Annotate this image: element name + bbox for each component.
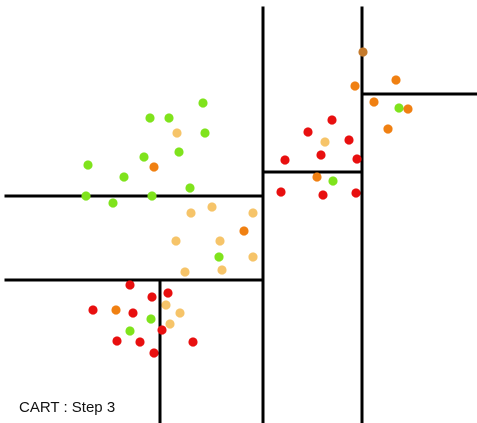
data-point-orange [369, 97, 379, 107]
data-point-brown [358, 47, 368, 57]
data-point-tan [165, 319, 175, 329]
data-point-green [145, 113, 155, 123]
data-point-red [344, 135, 354, 145]
data-point-tan [161, 300, 171, 310]
data-point-red [352, 154, 362, 164]
data-point-red [303, 127, 313, 137]
data-point-orange [383, 124, 393, 134]
data-point-red [351, 188, 361, 198]
data-point-red [147, 292, 157, 302]
data-point-orange [111, 305, 121, 315]
data-point-red [188, 337, 198, 347]
data-point-red [125, 280, 135, 290]
data-point-green [174, 147, 184, 157]
data-point-green [394, 103, 404, 113]
data-point-green [139, 152, 149, 162]
data-point-red [316, 150, 326, 160]
data-point-green [328, 176, 338, 186]
data-point-green [81, 191, 91, 201]
data-point-orange [239, 226, 249, 236]
data-point-green [108, 198, 118, 208]
data-point-green [198, 98, 208, 108]
data-point-orange [312, 172, 322, 182]
data-point-tan [217, 265, 227, 275]
diagram-caption: CART : Step 3 [19, 399, 116, 416]
data-point-red [318, 190, 328, 200]
data-point-green [119, 172, 129, 182]
data-point-tan [248, 252, 258, 262]
data-point-tan [180, 267, 190, 277]
data-point-orange [403, 104, 413, 114]
data-point-red [112, 336, 122, 346]
data-point-tan [175, 308, 185, 318]
data-point-tan [207, 202, 217, 212]
data-point-tan [320, 137, 330, 147]
data-point-tan [215, 236, 225, 246]
data-point-red [276, 187, 286, 197]
data-point-tan [248, 208, 258, 218]
data-point-tan [186, 208, 196, 218]
data-point-red [149, 348, 159, 358]
data-point-green [164, 113, 174, 123]
data-point-tan [171, 236, 181, 246]
data-point-green [125, 326, 135, 336]
data-points [81, 47, 413, 358]
data-point-red [163, 288, 173, 298]
data-point-red [88, 305, 98, 315]
split-lines [4, 6, 477, 423]
data-point-orange [350, 81, 360, 91]
data-point-green [185, 183, 195, 193]
data-point-tan [172, 128, 182, 138]
data-point-green [83, 160, 93, 170]
data-point-red [157, 325, 167, 335]
data-point-green [200, 128, 210, 138]
data-point-green [147, 191, 157, 201]
data-point-red [327, 115, 337, 125]
data-point-red [135, 337, 145, 347]
data-point-green [214, 252, 224, 262]
data-point-orange [149, 162, 159, 172]
data-point-red [128, 308, 138, 318]
data-point-red [280, 155, 290, 165]
data-point-orange [391, 75, 401, 85]
data-point-green [146, 314, 156, 324]
